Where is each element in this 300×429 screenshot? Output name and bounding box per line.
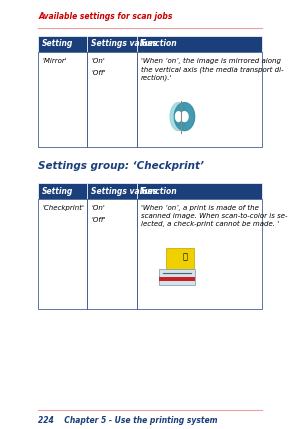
Text: Settings values: Settings values bbox=[91, 39, 158, 48]
Text: 'Off': 'Off' bbox=[91, 70, 106, 76]
Polygon shape bbox=[174, 103, 195, 130]
Text: 'When ‘on’, a print is made of the
scanned image. When scan-to-color is se-
lect: 'When ‘on’, a print is made of the scann… bbox=[141, 205, 287, 227]
Bar bbox=[87, 199, 136, 309]
Text: 'Checkprint': 'Checkprint' bbox=[42, 205, 84, 211]
Text: Function: Function bbox=[141, 187, 177, 196]
Bar bbox=[87, 36, 136, 52]
Bar bbox=[159, 277, 195, 281]
Polygon shape bbox=[170, 103, 187, 130]
Bar bbox=[87, 52, 136, 147]
Text: Available settings for scan jobs: Available settings for scan jobs bbox=[38, 12, 172, 21]
Bar bbox=[136, 36, 262, 52]
Polygon shape bbox=[181, 112, 188, 121]
Text: Function: Function bbox=[141, 39, 177, 48]
Bar bbox=[87, 183, 136, 199]
Text: 'Off': 'Off' bbox=[91, 217, 106, 223]
Bar bbox=[38, 183, 87, 199]
Text: Settings values: Settings values bbox=[91, 187, 158, 196]
Text: 'Mirror': 'Mirror' bbox=[42, 58, 67, 64]
Bar bbox=[136, 52, 262, 147]
Text: 224    Chapter 5 - Use the printing system: 224 Chapter 5 - Use the printing system bbox=[38, 416, 218, 425]
Bar bbox=[166, 248, 194, 280]
Text: Settings group: ‘Checkprint’: Settings group: ‘Checkprint’ bbox=[38, 161, 204, 171]
Text: Setting: Setting bbox=[42, 39, 74, 48]
Text: 👁: 👁 bbox=[183, 253, 188, 262]
Bar bbox=[38, 36, 87, 52]
Text: 'On': 'On' bbox=[91, 205, 105, 211]
Text: 'On': 'On' bbox=[91, 58, 105, 64]
Text: 'When ‘on’, the image is mirrored along
the vertical axis (the media transport d: 'When ‘on’, the image is mirrored along … bbox=[141, 58, 283, 82]
Bar bbox=[159, 269, 195, 284]
Bar bbox=[136, 183, 262, 199]
Bar bbox=[38, 52, 87, 147]
Bar bbox=[136, 199, 262, 309]
Bar bbox=[38, 199, 87, 309]
Text: Setting: Setting bbox=[42, 187, 74, 196]
Polygon shape bbox=[176, 112, 182, 121]
